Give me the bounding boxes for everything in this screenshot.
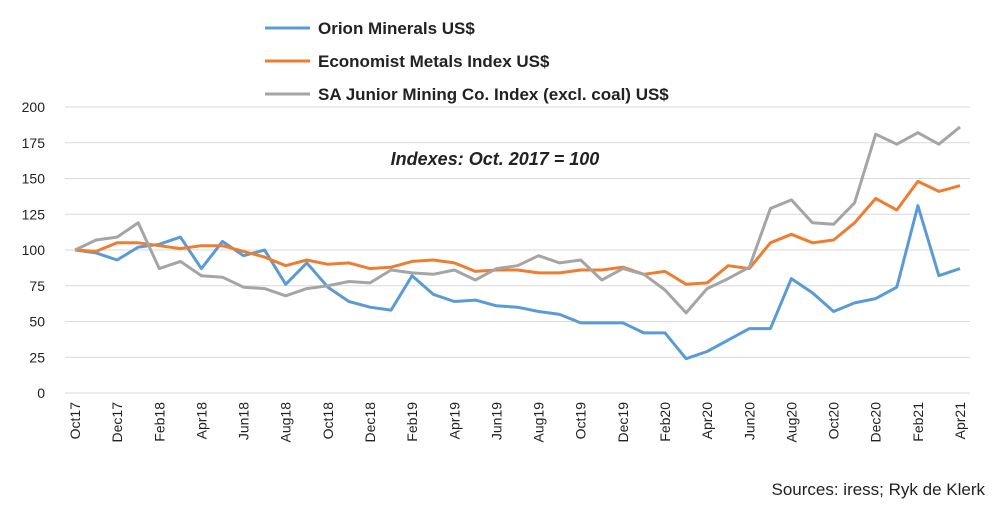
- series-line: [74, 204, 961, 361]
- x-tick-label: Oct20: [826, 402, 842, 440]
- series-line: [74, 179, 961, 286]
- x-tick-label: Apr21: [952, 402, 968, 440]
- x-tick-label: Oct17: [67, 402, 83, 440]
- y-tick-label: 175: [22, 135, 46, 151]
- legend-label: Economist Metals Index US$: [318, 52, 550, 71]
- x-tick-label: Apr20: [699, 402, 715, 440]
- y-tick-label: 0: [37, 385, 45, 401]
- x-tick-label: Dec19: [615, 402, 631, 443]
- x-tick-label: Apr18: [193, 402, 209, 440]
- legend-label: SA Junior Mining Co. Index (excl. coal) …: [318, 85, 669, 104]
- x-tick-label: Jun18: [236, 402, 252, 440]
- y-tick-label: 150: [22, 171, 46, 187]
- x-tick-label: Aug19: [531, 402, 547, 443]
- x-tick-label: Jun20: [741, 402, 757, 440]
- y-tick-label: 25: [29, 349, 45, 365]
- x-tick-label: Dec20: [868, 402, 884, 443]
- x-tick-label: Oct19: [573, 402, 589, 440]
- legend-label: Orion Minerals US$: [318, 19, 475, 38]
- x-tick-label: Oct18: [320, 402, 336, 440]
- x-tick-label: Apr19: [446, 402, 462, 440]
- x-tick-label: Jun19: [488, 402, 504, 440]
- x-tick-label: Feb19: [404, 402, 420, 442]
- y-tick-label: 50: [29, 314, 45, 330]
- y-tick-label: 125: [22, 206, 46, 222]
- x-tick-label: Dec17: [109, 402, 125, 443]
- x-tick-label: Dec18: [362, 402, 378, 443]
- y-tick-label: 200: [22, 99, 46, 115]
- y-tick-label: 75: [29, 278, 45, 294]
- annotation: Indexes: Oct. 2017 = 100: [391, 149, 600, 169]
- y-tick-label: 100: [22, 242, 46, 258]
- source: Sources: iress; Ryk de Klerk: [771, 480, 985, 499]
- x-tick-label: Feb21: [910, 402, 926, 442]
- x-tick-label: Aug20: [783, 402, 799, 443]
- x-tick-label: Feb18: [151, 402, 167, 442]
- x-tick-label: Aug18: [278, 402, 294, 443]
- x-tick-label: Feb20: [657, 402, 673, 442]
- series-line: [74, 125, 961, 315]
